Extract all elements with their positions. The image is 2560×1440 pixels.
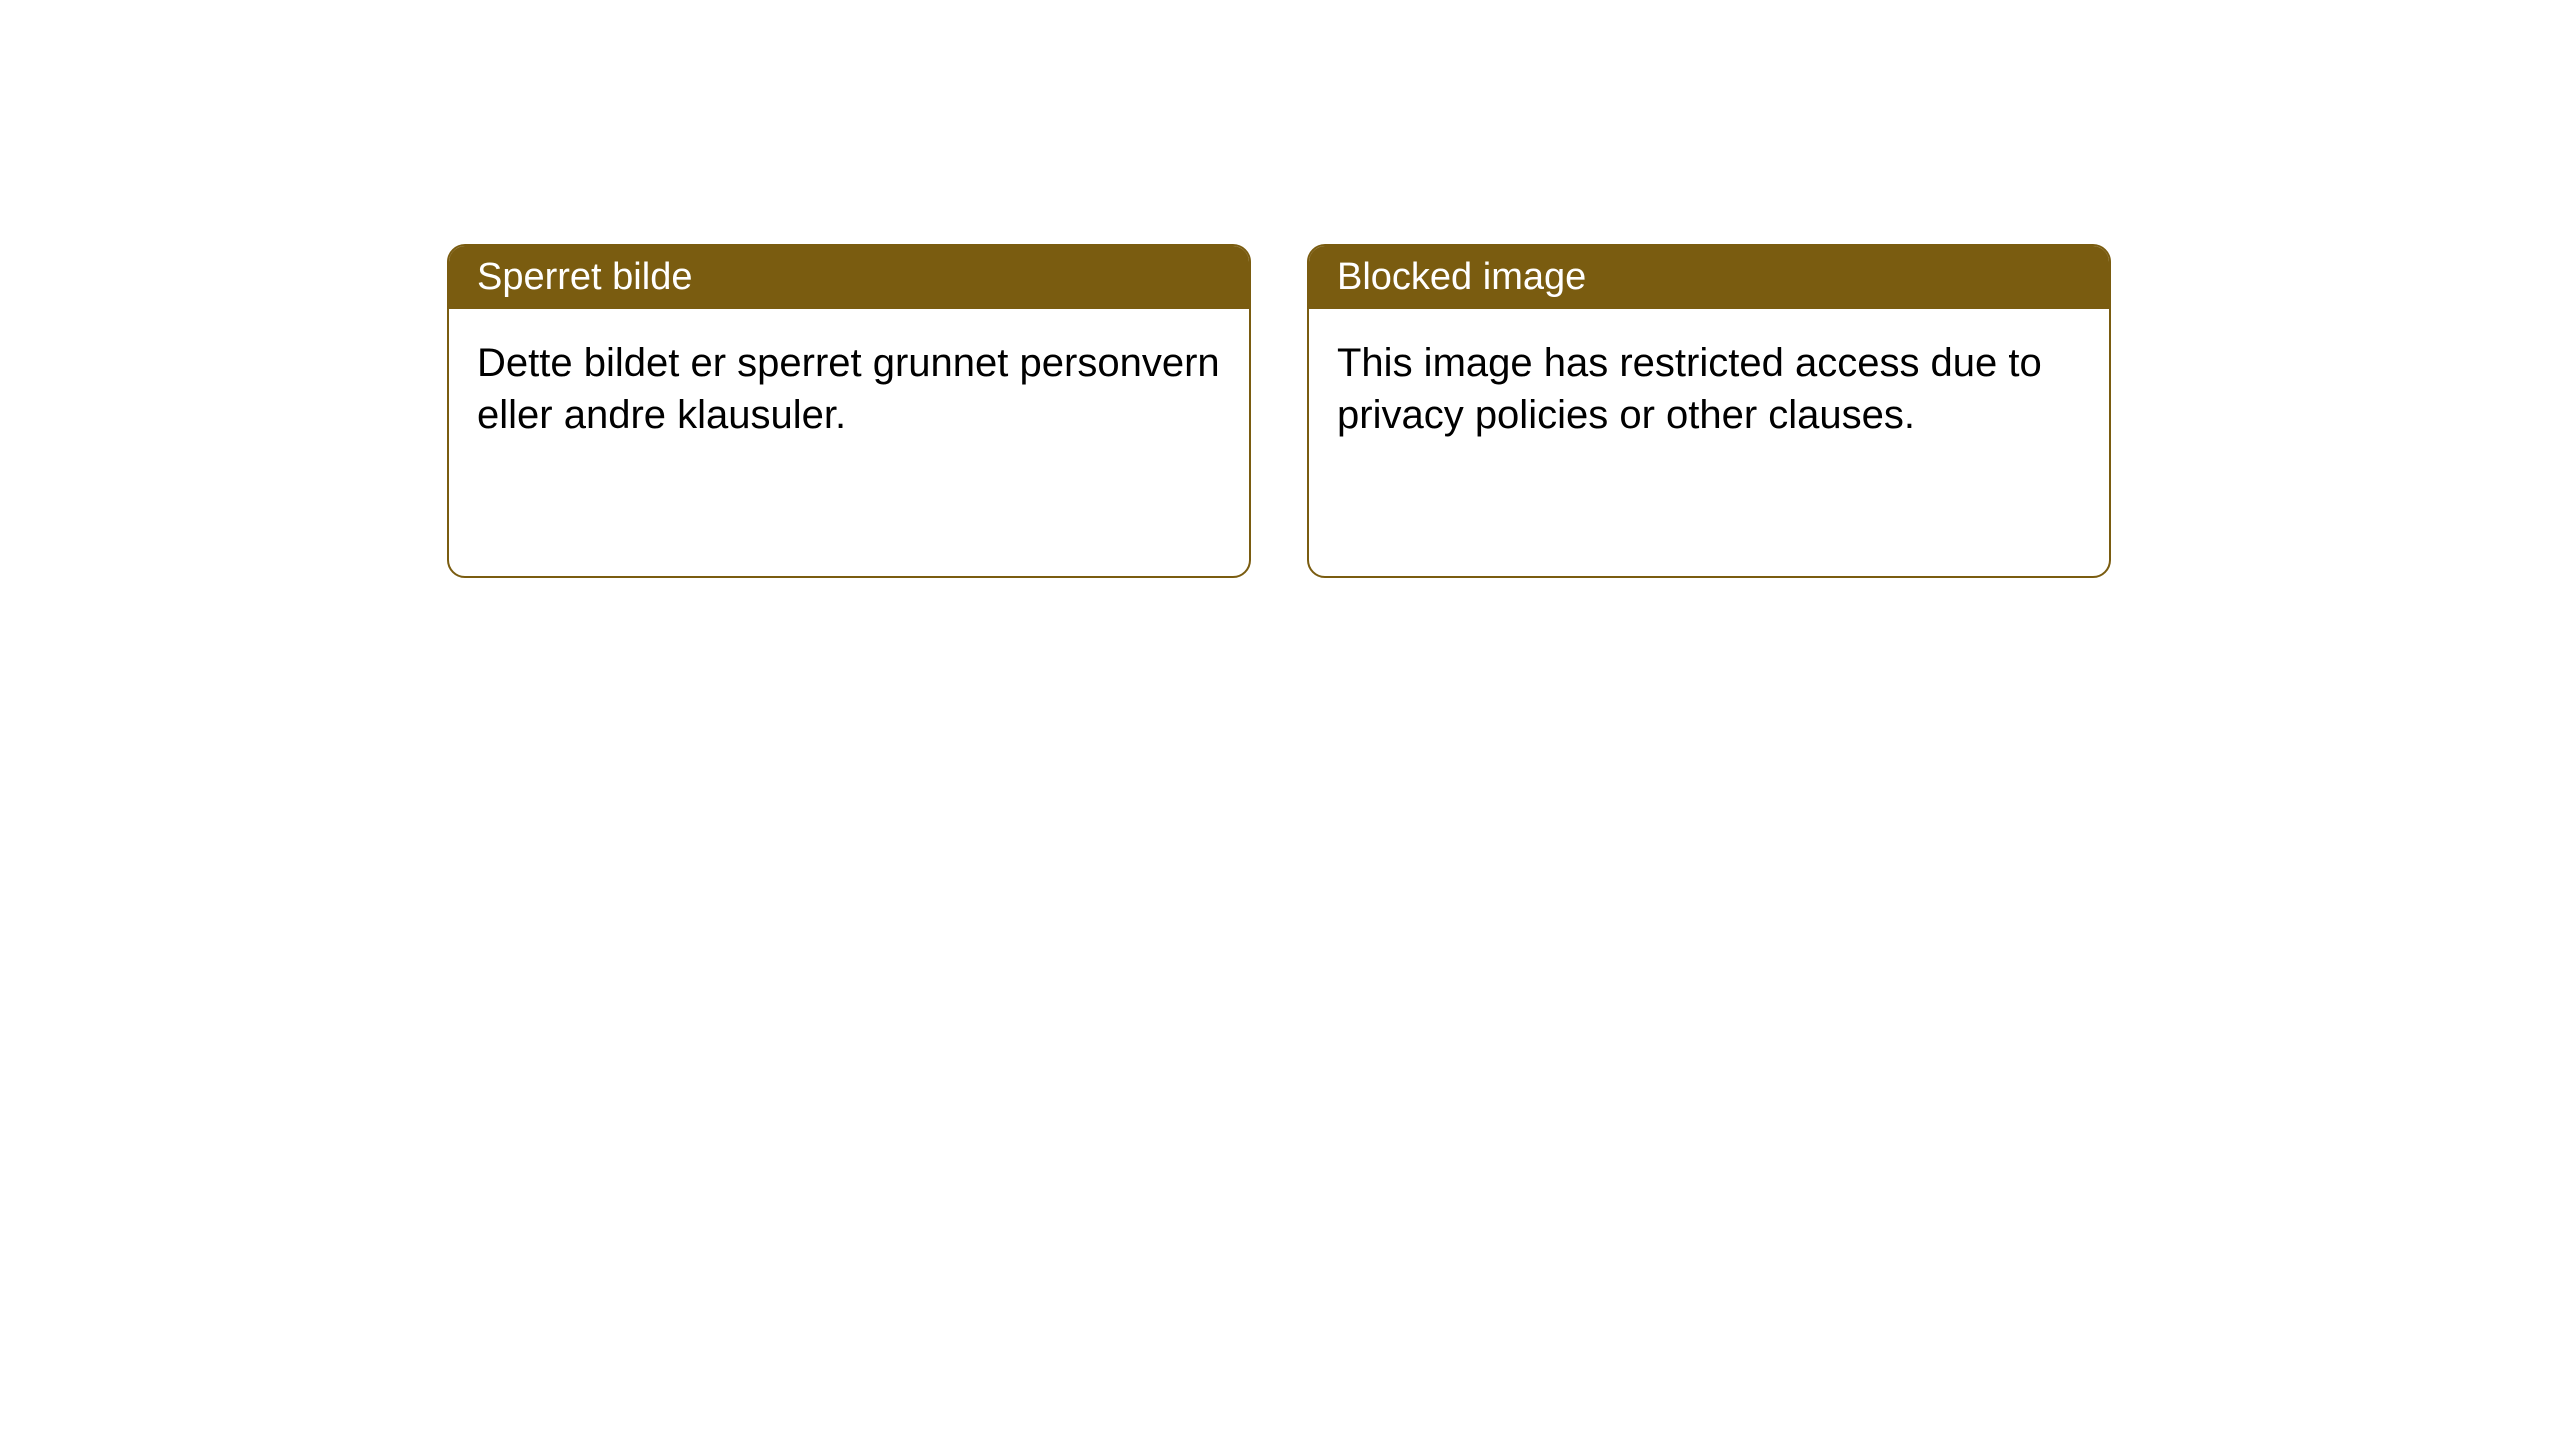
notice-container: Sperret bilde Dette bildet er sperret gr… [0,0,2560,578]
card-body: Dette bildet er sperret grunnet personve… [449,309,1249,469]
notice-card-norwegian: Sperret bilde Dette bildet er sperret gr… [447,244,1251,578]
notice-card-english: Blocked image This image has restricted … [1307,244,2111,578]
card-body: This image has restricted access due to … [1309,309,2109,469]
card-title: Sperret bilde [449,246,1249,309]
card-title: Blocked image [1309,246,2109,309]
